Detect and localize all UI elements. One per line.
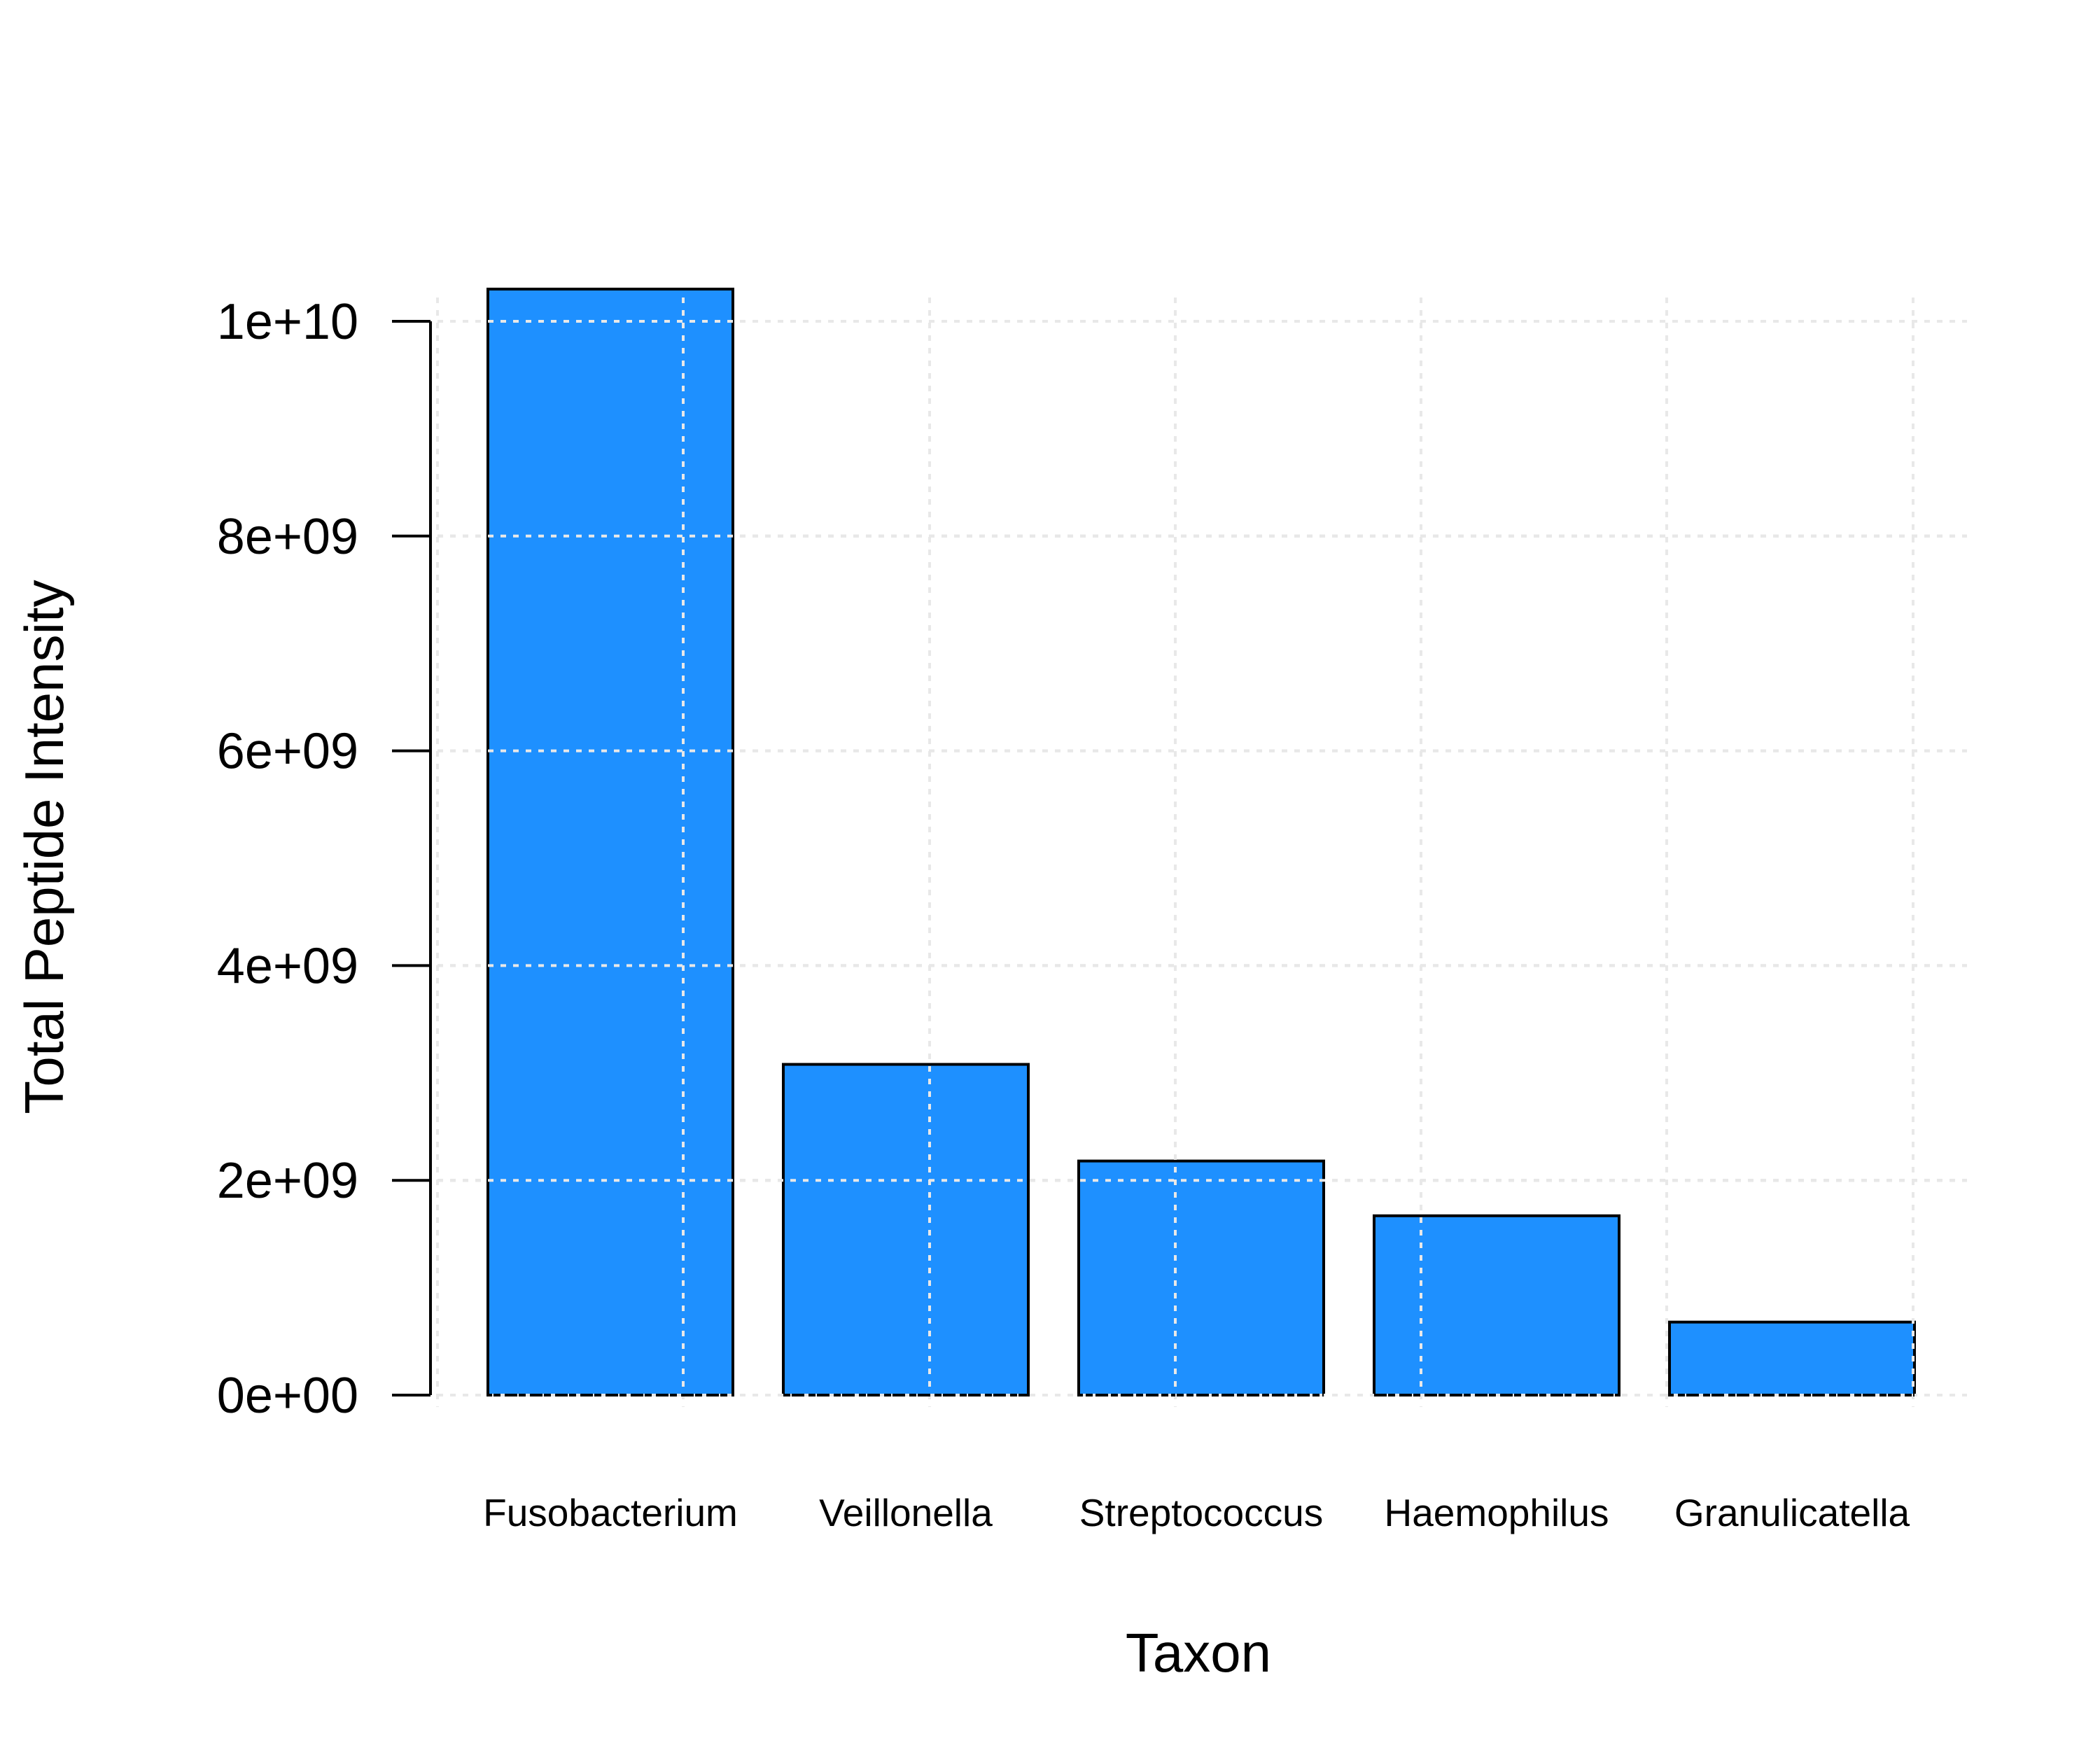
y-axis: 0e+00 2e+09 4e+09 6e+09 8e+09 1e+10	[217, 294, 432, 1424]
category-labels: Fusobacterium Veillonella Streptococcus Hae…	[483, 1491, 1910, 1534]
category-label-veillonella: Veillonella	[819, 1491, 993, 1534]
y-axis-title: Total Peptide Intensity	[13, 580, 75, 1114]
x-axis-title: Taxon	[1126, 1622, 1271, 1684]
y-tick-label-0: 0e+00	[217, 1368, 358, 1424]
bar-streptococcus	[1077, 1159, 1325, 1396]
category-label-granulicatella: Granulicatella	[1674, 1491, 1910, 1534]
y-tick-label-5: 1e+10	[217, 294, 358, 350]
y-tick-label-1: 2e+09	[217, 1153, 358, 1209]
y-tick-label-3: 6e+09	[217, 724, 358, 780]
bar-granulicatella	[1668, 1320, 1916, 1396]
category-label-fusobacterium: Fusobacterium	[483, 1491, 738, 1534]
category-label-streptococcus: Streptococcus	[1079, 1491, 1324, 1534]
category-label-haemophilus: Haemophilus	[1384, 1491, 1609, 1534]
bars	[436, 287, 1967, 1407]
bar-veillonella	[782, 1063, 1030, 1396]
y-tick-label-2: 4e+09	[217, 938, 358, 994]
bar-haemophilus	[1373, 1214, 1620, 1397]
bar-fusobacterium	[486, 287, 734, 1397]
y-tick-label-4: 8e+09	[217, 509, 358, 565]
